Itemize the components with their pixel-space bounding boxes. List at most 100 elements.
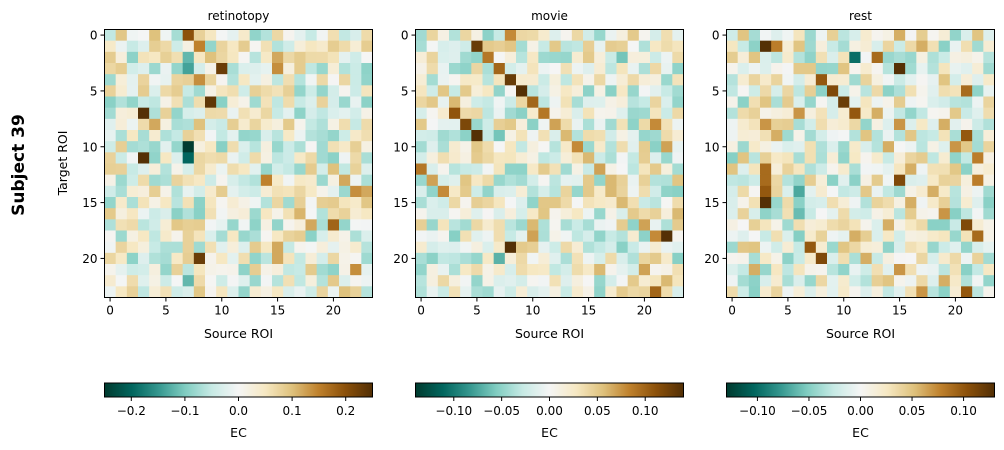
heatmap-cell [460, 29, 472, 42]
heatmap-cell [793, 264, 806, 276]
heatmap-cell [905, 275, 917, 287]
heatmap-cell [737, 275, 750, 287]
heatmap-cell [638, 241, 651, 254]
heatmap-cell [305, 152, 318, 164]
heatmap-cell [938, 85, 951, 97]
heatmap-cell [339, 107, 351, 120]
heatmap-cell [361, 74, 373, 86]
heatmap-cell [283, 96, 295, 109]
heatmap-cell [849, 252, 861, 265]
colorbar-segment [848, 383, 851, 397]
heatmap-cell [949, 141, 962, 153]
heatmap-cell [460, 141, 472, 153]
heatmap-cell [216, 141, 228, 153]
heatmap-cell [460, 219, 472, 231]
colorbar-segment [625, 383, 628, 397]
heatmap-cell [115, 264, 128, 276]
heatmap-cell [482, 286, 495, 298]
heatmap-cell [782, 208, 794, 220]
heatmap-cell [516, 74, 528, 86]
heatmap-cell [661, 85, 673, 97]
heatmap-cell [782, 264, 794, 276]
heatmap-cell [538, 174, 550, 187]
heatmap-cell [504, 141, 517, 153]
heatmap-cell [605, 118, 617, 131]
heatmap-cell [104, 85, 117, 97]
heatmap-cell [748, 197, 761, 209]
colorbar-segment [457, 383, 460, 397]
heatmap-cell [616, 63, 629, 75]
heatmap-cell [460, 197, 472, 209]
colorbar-segment [663, 383, 666, 397]
heatmap-cell [305, 63, 318, 75]
colorbar-segment [268, 383, 271, 397]
heatmap-cell [627, 185, 640, 198]
heatmap-cell [549, 152, 562, 164]
heatmap-cell [771, 219, 783, 231]
heatmap-cell [471, 85, 483, 97]
heatmap-cell [493, 163, 506, 176]
heatmap-cell [571, 130, 584, 142]
heatmap-cell [283, 174, 295, 187]
heatmap-cell [616, 29, 629, 42]
heatmap-cell [871, 40, 884, 53]
heatmap-cell [627, 275, 640, 287]
heatmap-cell [415, 208, 428, 220]
heatmap-cell [205, 118, 217, 131]
colorbar-segment [647, 383, 650, 397]
heatmap-cell [182, 141, 195, 153]
heatmap-cell [437, 51, 450, 64]
colorbar-segment [328, 383, 331, 397]
heatmap-cell [882, 74, 895, 86]
heatmap-cell [149, 275, 161, 287]
heatmap-cell [350, 219, 362, 231]
heatmap-cell [260, 286, 273, 298]
heatmap-cell [748, 252, 761, 265]
heatmap-cell [605, 174, 617, 187]
heatmap-cell [182, 96, 195, 109]
colorbar-segment [900, 383, 903, 397]
colorbar-segment [970, 383, 973, 397]
heatmap-cell [493, 63, 506, 75]
heatmap-cell [748, 152, 761, 164]
colorbar-segment [184, 383, 187, 397]
heatmap-cell [983, 286, 995, 298]
colorbar-segment [124, 383, 127, 397]
colorbar-segment [872, 383, 875, 397]
heatmap-cell [437, 141, 450, 153]
colorbar-segment [800, 383, 803, 397]
colorbar-segment [756, 383, 759, 397]
colorbar-segment [906, 383, 909, 397]
heatmap-cell [894, 29, 906, 42]
heatmap-cell [972, 29, 984, 42]
heatmap-cell [205, 275, 217, 287]
heatmap-cell [927, 185, 940, 198]
heatmap-cell [238, 74, 251, 86]
heatmap-cell [339, 219, 351, 231]
colorbar-segment [148, 383, 151, 397]
heatmap-cell [171, 174, 184, 187]
colorbar-segment [972, 383, 975, 397]
heatmap-cell [838, 63, 850, 75]
heatmap-cell [605, 241, 617, 254]
heatmap-cell [983, 130, 995, 142]
heatmap-cell [594, 29, 606, 42]
heatmap-cell [916, 275, 928, 287]
heatmap-cell [748, 107, 761, 120]
heatmap-cell [838, 264, 850, 276]
heatmap-cell [471, 163, 483, 176]
heatmap-cell [672, 107, 684, 120]
heatmap-cell [104, 208, 117, 220]
heatmap-cell [527, 208, 539, 220]
heatmap-cell [583, 241, 595, 254]
heatmap-cell [538, 130, 550, 142]
heatmap-cell [737, 264, 750, 276]
heatmap-cell [927, 85, 940, 97]
heatmap-cell [894, 163, 906, 176]
heatmap-cell [138, 275, 150, 287]
colorbar-segment [992, 383, 995, 397]
heatmap-cell [793, 219, 806, 231]
colorbar-segment [146, 383, 149, 397]
heatmap-cell [339, 264, 351, 276]
heatmap-cell [294, 118, 306, 131]
